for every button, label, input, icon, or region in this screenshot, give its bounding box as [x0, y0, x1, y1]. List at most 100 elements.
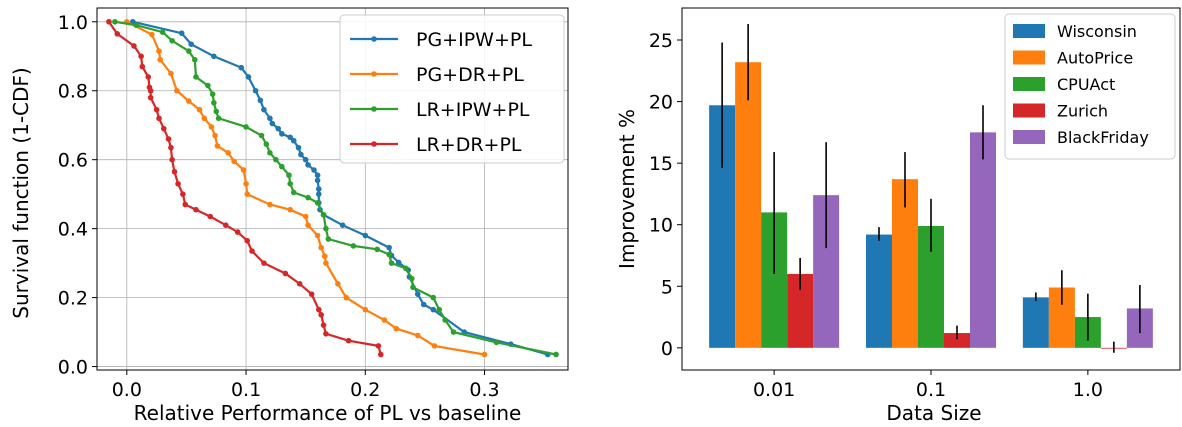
data-point — [211, 53, 217, 60]
data-point — [315, 306, 322, 313]
data-point — [213, 108, 220, 115]
x-tick-label: 0.3 — [469, 379, 499, 401]
data-point — [215, 115, 222, 122]
plot-frame — [96, 7, 569, 371]
legend-box — [339, 14, 565, 164]
data-point — [244, 191, 251, 197]
data-point — [267, 150, 273, 156]
data-point — [279, 163, 285, 170]
data-point — [386, 251, 392, 258]
legend-swatch — [1013, 103, 1045, 118]
legend-box — [1004, 13, 1176, 160]
data-point — [186, 48, 192, 54]
data-point — [157, 56, 163, 63]
data-point — [450, 329, 457, 335]
data-point — [188, 41, 194, 47]
legend-label: CPUAct — [1057, 75, 1115, 94]
data-point — [315, 186, 322, 192]
data-point — [207, 213, 214, 220]
data-point — [263, 141, 270, 147]
data-point — [362, 232, 369, 239]
data-point — [408, 275, 415, 282]
legend-label: PG+IPW+PL — [416, 29, 532, 51]
data-point — [244, 237, 251, 244]
data-point — [430, 306, 437, 313]
legend-label: BlackFriday — [1057, 128, 1149, 147]
data-point — [193, 206, 199, 213]
data-point — [149, 31, 155, 38]
data-point — [182, 201, 189, 208]
data-point — [295, 144, 302, 151]
data-point — [209, 91, 216, 97]
data-point — [314, 177, 321, 184]
data-point — [243, 124, 249, 130]
data-point — [133, 22, 140, 29]
data-point — [196, 106, 203, 113]
y-tick-label: 0 — [661, 338, 673, 360]
legend-marker — [371, 141, 377, 147]
legend-swatch — [1013, 24, 1045, 38]
data-point — [296, 281, 303, 287]
data-point — [345, 337, 352, 344]
data-point — [314, 172, 321, 179]
x-tick-label: 0.1 — [916, 379, 946, 401]
data-point — [350, 243, 357, 249]
bar-wisconsin-1.0 — [1022, 297, 1049, 348]
x-tick-label: 0.0 — [112, 379, 142, 401]
data-point — [393, 325, 400, 332]
data-point — [214, 143, 221, 149]
data-point — [234, 229, 241, 235]
x-tick-label: 1.0 — [1073, 379, 1103, 401]
data-point — [269, 120, 276, 127]
data-point — [257, 97, 264, 104]
data-point — [169, 156, 175, 163]
data-point — [325, 236, 332, 242]
y-tick-label: 5 — [661, 276, 673, 298]
data-point — [323, 331, 329, 337]
data-point — [273, 156, 279, 163]
data-point — [147, 87, 154, 94]
data-point — [323, 225, 329, 232]
x-tick-label: 0.2 — [350, 379, 380, 401]
data-point — [258, 132, 265, 139]
data-point — [314, 199, 321, 206]
data-point — [318, 312, 324, 318]
bar-blackfriday-0.1 — [970, 132, 996, 348]
y-tick-label: 20 — [649, 92, 673, 114]
data-point — [362, 306, 369, 313]
data-point — [493, 339, 500, 346]
data-point — [430, 294, 437, 301]
data-point — [339, 222, 346, 228]
legend-label: AutoPrice — [1057, 49, 1133, 68]
data-point — [287, 134, 293, 141]
data-point — [374, 246, 381, 253]
data-point — [171, 168, 178, 175]
y-tick-label: 10 — [649, 215, 673, 237]
legend-marker — [371, 36, 377, 42]
data-point — [205, 82, 211, 89]
data-point — [323, 260, 329, 266]
data-point — [314, 232, 321, 239]
x-axis-label: Data Size — [886, 401, 981, 425]
data-point — [174, 87, 180, 94]
data-point — [156, 115, 162, 122]
data-point — [225, 150, 231, 156]
data-point — [318, 244, 324, 251]
data-point — [160, 125, 167, 132]
legend-label: Zurich — [1057, 102, 1108, 121]
data-point — [436, 306, 443, 313]
data-point — [375, 343, 382, 349]
data-point — [267, 115, 273, 122]
data-point — [249, 248, 255, 254]
data-point — [222, 222, 229, 228]
data-point — [208, 124, 215, 130]
data-point — [381, 317, 388, 323]
bar-autoprice-0.01 — [735, 62, 762, 348]
data-point — [175, 181, 181, 187]
legend-marker — [371, 106, 377, 112]
data-point — [311, 167, 317, 173]
data-point — [431, 343, 438, 349]
data-point — [139, 63, 146, 70]
data-point — [238, 64, 245, 71]
